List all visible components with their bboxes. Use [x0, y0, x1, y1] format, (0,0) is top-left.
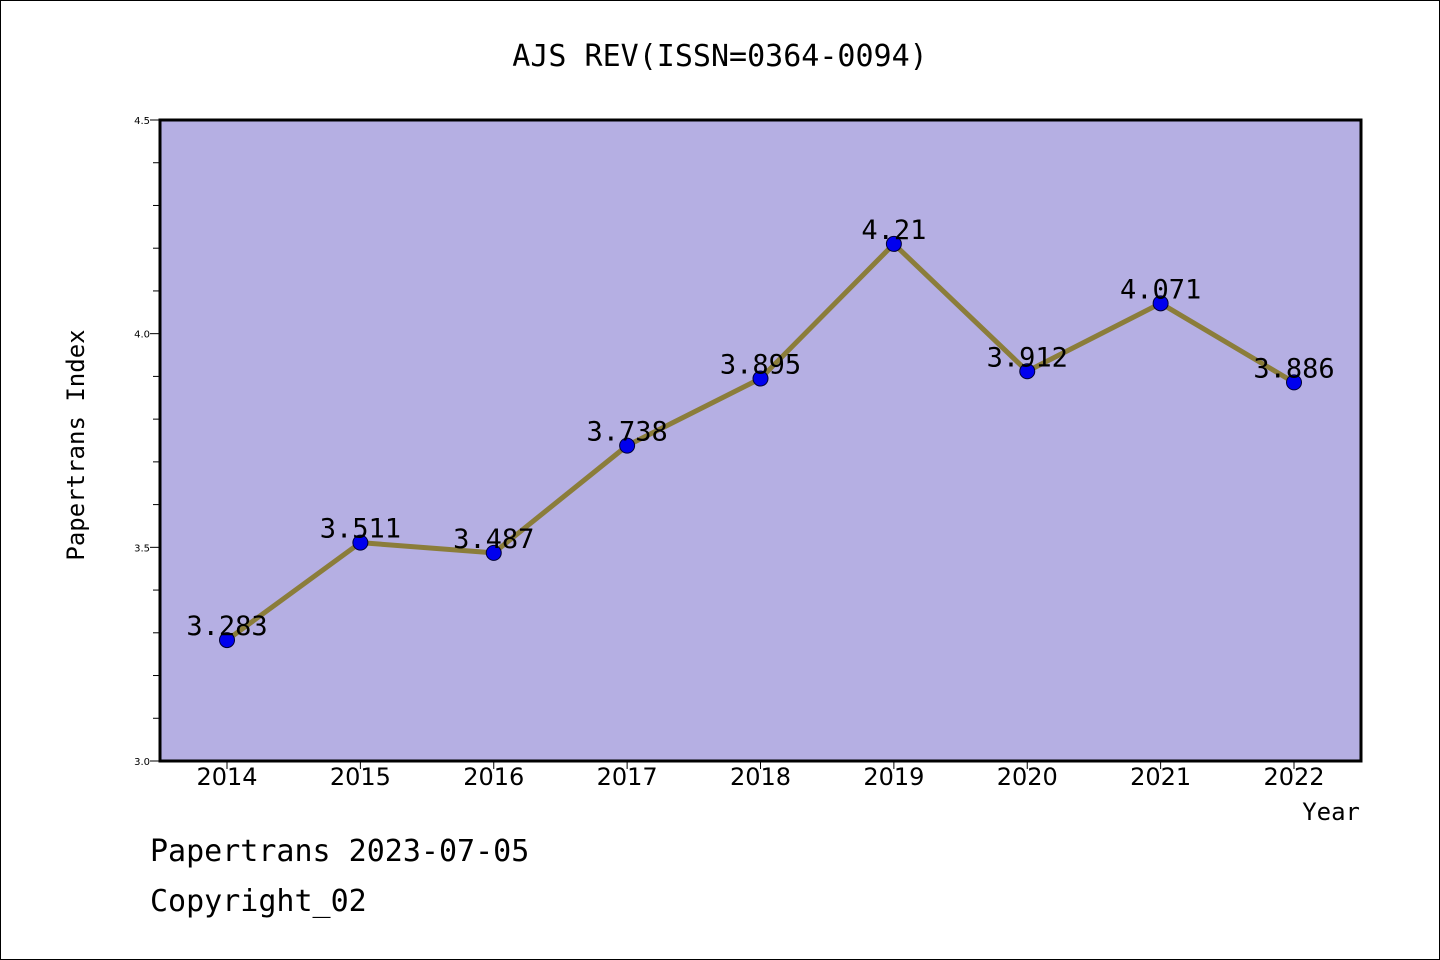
plot-area: [160, 120, 1361, 761]
data-label: 3.738: [586, 417, 667, 448]
data-label: 4.21: [861, 215, 926, 246]
y-tick-label: 3.0: [134, 757, 150, 768]
data-label: 3.283: [186, 611, 267, 642]
y-tick-label: 3.5: [134, 543, 150, 554]
footer-date-text: Papertrans 2023-07-05: [150, 834, 530, 869]
data-labels: 3.283 3.511 3.487 3.738 3.895 4.21 3.912 4.071 3…: [186, 215, 1334, 642]
y-tick-label: 4.0: [134, 330, 150, 341]
data-point: [219, 632, 235, 649]
data-label: 4.071: [1120, 274, 1201, 305]
x-axis-label: Year: [1302, 798, 1360, 826]
x-tick-label: 2015: [330, 763, 391, 791]
data-point: [885, 235, 902, 252]
data-label: 3.886: [1253, 353, 1334, 384]
data-point: [1152, 295, 1169, 312]
y-axis-label: Papertrans Index: [62, 329, 90, 560]
x-tick-label: 2017: [597, 763, 658, 791]
data-point: [1286, 374, 1302, 391]
x-tick-label: 2018: [730, 763, 791, 791]
x-tick-label: 2016: [463, 763, 524, 791]
x-tick-label: 2020: [997, 763, 1058, 791]
y-axis-ticks: 3.0 3.5 4.0 4.5: [134, 116, 160, 768]
footer-copyright-text: Copyright_02: [150, 884, 367, 919]
data-label: 3.912: [987, 342, 1068, 373]
x-tick-label: 2019: [863, 763, 924, 791]
data-point: [619, 437, 636, 454]
x-tick-label: 2014: [196, 763, 257, 791]
x-tick-label: 2021: [1130, 763, 1191, 791]
plot-border: [158, 118, 1363, 763]
data-point: [752, 370, 769, 387]
data-label: 3.487: [453, 524, 534, 555]
data-label: 3.895: [720, 350, 801, 381]
data-point: [352, 534, 369, 551]
chart-title: AJS REV(ISSN=0364-0094): [512, 39, 927, 74]
x-tick-label: 2022: [1263, 763, 1324, 791]
data-point: [485, 544, 502, 561]
data-label: 3.511: [320, 514, 401, 545]
x-axis-ticks: 2014 2015 2016 2017 2018 2019 2020 2021 2022: [196, 761, 1325, 791]
data-markers: [219, 235, 1302, 649]
data-point: [1019, 363, 1036, 380]
y-tick-label: 4.5: [134, 116, 150, 127]
